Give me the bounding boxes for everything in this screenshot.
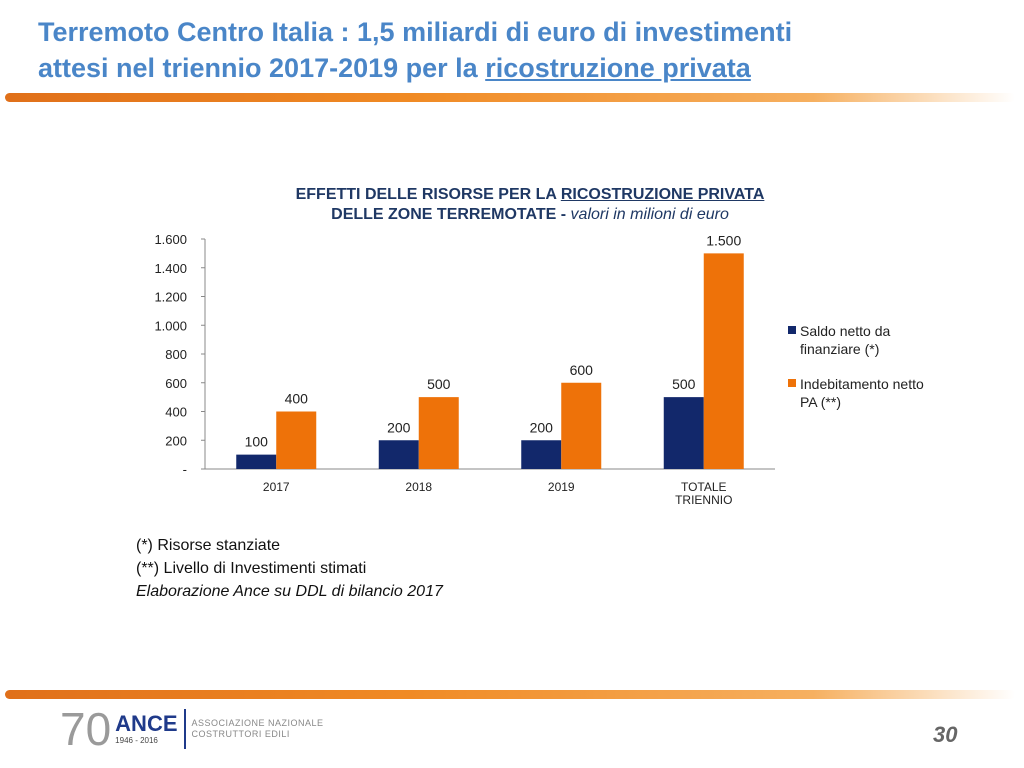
- chart-title-underlined: RICOSTRUZIONE PRIVATA: [560, 186, 765, 203]
- logo-years: 1946 - 2016: [115, 736, 158, 745]
- page-number: 30: [933, 722, 958, 747]
- data-label: 600: [570, 362, 594, 378]
- x-tick-label: 2017: [263, 480, 290, 494]
- data-label: 500: [672, 376, 696, 392]
- x-tick-label: 2018: [405, 480, 432, 494]
- logo-line-2: COSTRUTTORI EDILI: [191, 729, 290, 739]
- bar: [378, 440, 419, 469]
- y-tick-label: 1.400: [154, 261, 187, 276]
- x-tick-label: TOTALE: [681, 480, 727, 494]
- legend-item-1: Indebitamento netto PA (**): [788, 375, 930, 411]
- bar: [561, 382, 602, 469]
- legend-label: Indebitamento netto PA (**): [800, 376, 924, 410]
- y-tick-label: 400: [165, 405, 187, 420]
- x-tick-label: TRIENNIO: [675, 493, 732, 507]
- note-1: (*) Risorse stanziate: [136, 537, 281, 554]
- legend-label: Saldo netto da finanziare (*): [800, 323, 891, 357]
- y-tick-label: 1.600: [154, 232, 187, 247]
- y-tick-label: 1.000: [154, 318, 187, 333]
- data-label: 400: [285, 391, 309, 407]
- legend-swatch: [788, 379, 796, 387]
- chart-title: EFFETTI DELLE RISORSE PER LA RICOSTRUZIO…: [160, 185, 900, 225]
- title-line-2-text: attesi nel triennio 2017-2019 per la: [38, 53, 486, 83]
- chart-title-text: EFFETTI DELLE RISORSE PER LA: [295, 186, 561, 203]
- title-underlined: ricostruzione privata: [485, 53, 751, 83]
- bar: [663, 397, 704, 469]
- y-tick-label: 600: [165, 376, 187, 391]
- y-tick-label: 200: [165, 433, 187, 448]
- bar: [418, 397, 459, 469]
- legend-swatch: [788, 326, 796, 334]
- chart-notes: (*) Risorse stanziate (**) Livello di In…: [136, 534, 443, 603]
- x-tick-label: 2019: [548, 480, 575, 494]
- data-label: 200: [530, 419, 554, 435]
- legend-item-0: Saldo netto da finanziare (*): [788, 322, 930, 358]
- ance-logo: 70 ANCE 1946 - 2016 ASSOCIAZIONE NAZIONA…: [60, 704, 324, 754]
- bar: [521, 440, 562, 469]
- data-label: 500: [427, 376, 451, 392]
- data-label: 1.500: [706, 232, 741, 248]
- y-tick-label: 1.200: [154, 290, 187, 305]
- bar: [276, 411, 317, 469]
- note-2: (**) Livello di Investimenti stimati: [136, 560, 367, 577]
- chart-title-line-2: DELLE ZONE TERREMOTATE -: [331, 206, 571, 223]
- logo-brand: ANCE: [115, 711, 178, 736]
- slide-title: Terremoto Centro Italia : 1,5 miliardi d…: [38, 14, 792, 86]
- title-line-2: attesi nel triennio 2017-2019 per la ric…: [38, 50, 792, 86]
- y-tick-label: 800: [165, 347, 187, 362]
- chart-subtitle: valori in milioni di euro: [570, 206, 729, 223]
- source-note: Elaborazione Ance su DDL di bilancio 201…: [136, 583, 443, 600]
- logo-number: 70: [60, 703, 112, 755]
- data-label: 200: [387, 419, 411, 435]
- logo-line-1: ASSOCIAZIONE NAZIONALE: [191, 718, 324, 728]
- bar: [703, 253, 744, 469]
- data-label: 100: [245, 434, 269, 450]
- bar: [236, 454, 277, 469]
- y-tick-label: -: [183, 462, 187, 477]
- title-line-1: Terremoto Centro Italia : 1,5 miliardi d…: [38, 17, 793, 47]
- bottom-divider: [5, 690, 1015, 699]
- top-divider: [5, 93, 1015, 102]
